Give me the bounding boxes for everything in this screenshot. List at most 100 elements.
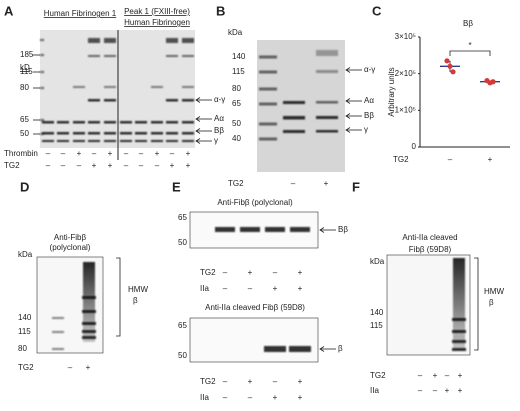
label: β bbox=[133, 296, 138, 305]
row-sign: – bbox=[92, 149, 97, 158]
row-sign: – bbox=[445, 371, 450, 380]
row-label: TG2 bbox=[4, 161, 20, 170]
row-sign: + bbox=[458, 371, 463, 380]
band bbox=[40, 119, 44, 121]
row-label: IIa bbox=[370, 386, 379, 395]
row-sign: – bbox=[223, 393, 228, 402]
band bbox=[283, 116, 305, 120]
band bbox=[151, 121, 163, 124]
band bbox=[135, 140, 147, 142]
band bbox=[151, 86, 163, 88]
band bbox=[73, 86, 85, 88]
band bbox=[259, 102, 277, 106]
row-sign: + bbox=[324, 179, 329, 188]
band bbox=[40, 39, 44, 41]
band bbox=[104, 38, 116, 43]
band bbox=[40, 71, 44, 73]
band bbox=[40, 54, 44, 56]
bracket bbox=[474, 257, 479, 351]
band bbox=[82, 310, 96, 313]
row-sign: – bbox=[223, 268, 228, 277]
band bbox=[452, 330, 466, 333]
marker-label: 50 bbox=[20, 129, 29, 138]
marker-label: 65 bbox=[178, 213, 187, 222]
arrow-head bbox=[319, 346, 325, 352]
data-point bbox=[450, 69, 456, 75]
row-sign: – bbox=[418, 386, 423, 395]
row-label: Thrombin bbox=[4, 149, 38, 158]
band bbox=[57, 132, 69, 135]
row-sign: + bbox=[298, 268, 303, 277]
row-sign: + bbox=[273, 393, 278, 402]
marker-label: 140 bbox=[370, 308, 384, 317]
row-sign: – bbox=[155, 161, 160, 170]
panel-letter: A bbox=[4, 3, 14, 18]
row-sign: – bbox=[170, 149, 175, 158]
unit-label: kD bbox=[20, 63, 30, 72]
panel-letter: E bbox=[172, 179, 181, 194]
marker-label: 80 bbox=[20, 83, 29, 92]
arrow-head bbox=[345, 98, 351, 104]
band-label: Aα bbox=[214, 114, 224, 123]
label: Fibβ (59D8) bbox=[409, 245, 452, 254]
band bbox=[452, 348, 466, 351]
row-sign: – bbox=[61, 161, 66, 170]
group-label: Peak 1 (FXIII-free) bbox=[124, 7, 190, 16]
band bbox=[88, 121, 100, 124]
panel-letter: F bbox=[352, 179, 360, 194]
row-sign: + bbox=[186, 149, 191, 158]
row-label: TG2 bbox=[370, 371, 386, 380]
panel-letter: C bbox=[372, 3, 382, 18]
row-label: TG2 bbox=[228, 179, 244, 188]
band bbox=[240, 227, 260, 232]
band bbox=[316, 130, 338, 133]
row-label: TG2 bbox=[200, 377, 216, 386]
label: HMW bbox=[484, 287, 504, 296]
band-label: β bbox=[338, 344, 343, 353]
band bbox=[73, 140, 85, 142]
band bbox=[182, 132, 194, 135]
chart-title: Bβ bbox=[463, 19, 473, 28]
marker-label: 115 bbox=[18, 327, 31, 336]
row-sign: + bbox=[86, 363, 91, 372]
arrow-head bbox=[345, 127, 351, 133]
band bbox=[57, 121, 69, 124]
row-sign: + bbox=[108, 149, 113, 158]
band bbox=[316, 50, 338, 56]
y-tick-label: 0 bbox=[412, 142, 417, 151]
band bbox=[40, 87, 44, 89]
band bbox=[259, 137, 277, 141]
smear bbox=[453, 258, 465, 350]
blot-e-bottom bbox=[189, 317, 319, 363]
band bbox=[82, 296, 96, 299]
row-sign: – bbox=[61, 149, 66, 158]
row-sign: + bbox=[92, 161, 97, 170]
band bbox=[73, 121, 85, 124]
y-tick-label: 1×10⁵ bbox=[395, 105, 416, 114]
row-sign: – bbox=[273, 268, 278, 277]
arrow-head bbox=[319, 227, 325, 233]
row-sign: – bbox=[248, 284, 253, 293]
label: Anti-IIa cleaved bbox=[402, 233, 457, 242]
antibody-label: Anti-IIa cleaved Fibβ (59D8) bbox=[205, 303, 305, 312]
data-point bbox=[447, 63, 453, 69]
band bbox=[42, 132, 54, 135]
band bbox=[57, 140, 69, 142]
arrow-head bbox=[345, 113, 351, 119]
band bbox=[151, 132, 163, 135]
label: HMW bbox=[128, 285, 148, 294]
row-sign: – bbox=[46, 149, 51, 158]
band bbox=[264, 346, 286, 352]
significance-label: * bbox=[468, 41, 471, 50]
band-label: Bβ bbox=[338, 225, 348, 234]
row-sign: – bbox=[46, 161, 51, 170]
band bbox=[88, 38, 100, 43]
band bbox=[166, 99, 178, 102]
band bbox=[290, 227, 310, 232]
group-label: Human Fibrinogen 1 bbox=[44, 9, 117, 18]
arrow-head bbox=[195, 138, 201, 144]
row-sign: + bbox=[155, 149, 160, 158]
data-point bbox=[490, 79, 496, 85]
band bbox=[182, 55, 194, 57]
